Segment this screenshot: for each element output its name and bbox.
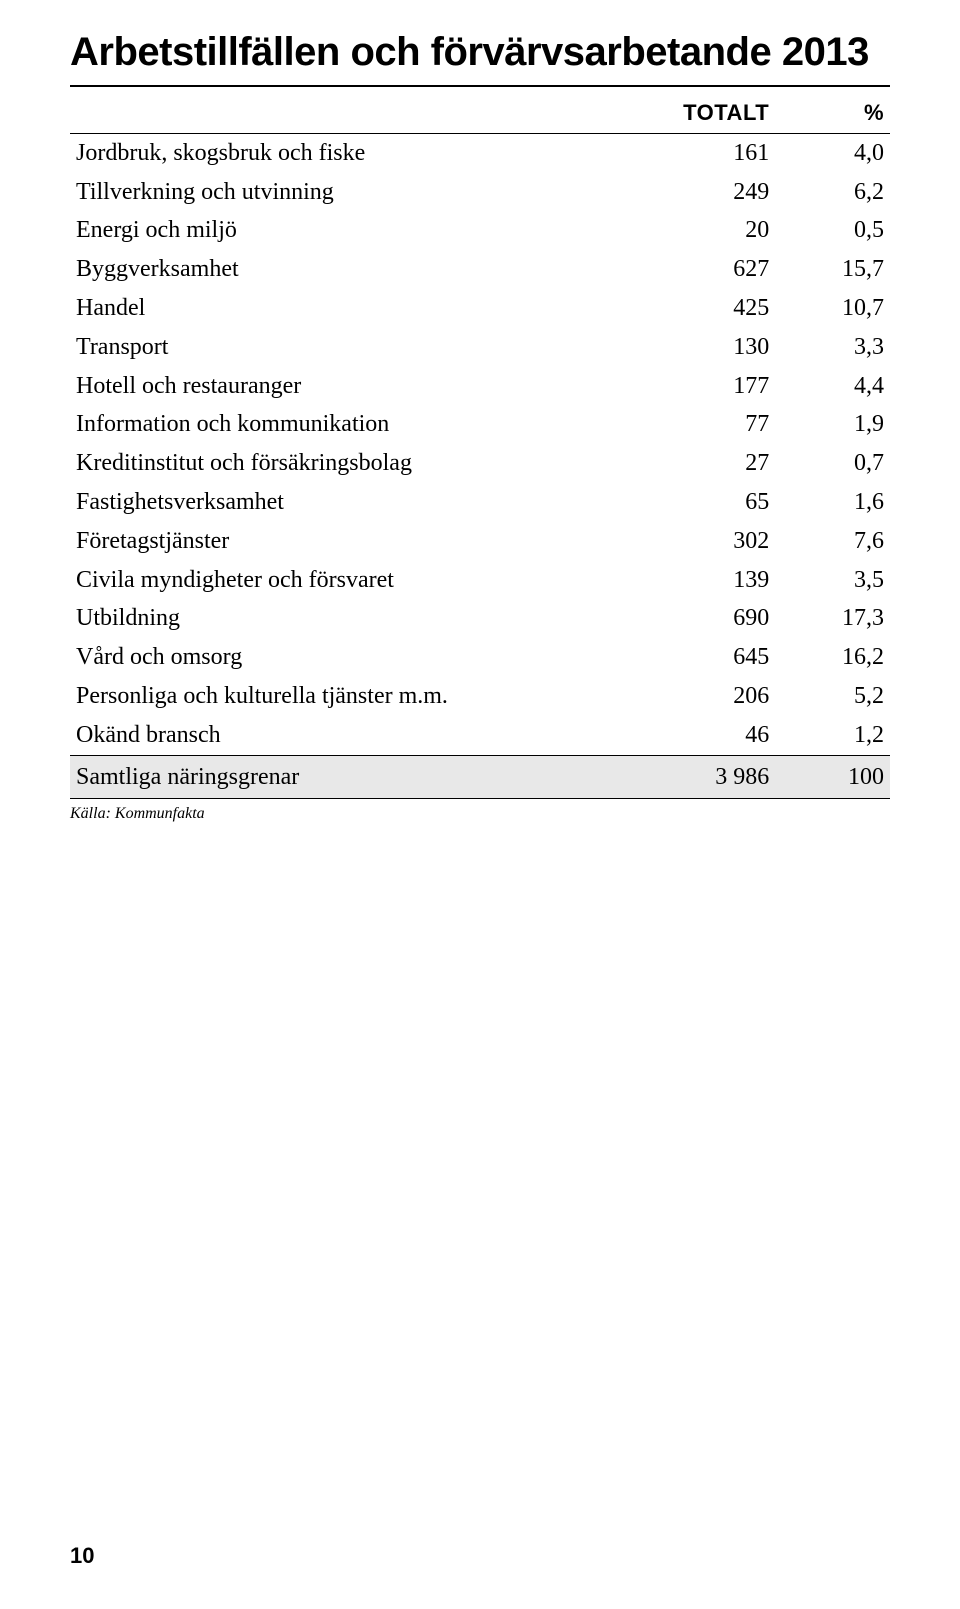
row-label: Okänd bransch [70,716,628,755]
col-header-percent: % [775,93,890,133]
row-percent: 1,2 [775,716,890,755]
table-row: Personliga och kulturella tjänster m.m.2… [70,677,890,716]
table-row: Tillverkning och utvinning2496,2 [70,173,890,212]
table-row: Hotell och restauranger1774,4 [70,367,890,406]
table-row: Utbildning69017,3 [70,599,890,638]
row-label: Information och kommunikation [70,405,628,444]
row-label: Civila myndigheter och försvaret [70,561,628,600]
table-row: Energi och miljö200,5 [70,211,890,250]
row-percent: 0,7 [775,444,890,483]
table-row: Kreditinstitut och försäkringsbolag270,7 [70,444,890,483]
row-label: Tillverkning och utvinning [70,173,628,212]
row-label: Personliga och kulturella tjänster m.m. [70,677,628,716]
row-totalt: 130 [628,328,776,367]
page-title: Arbetstillfällen och förvärvsarbetande 2… [70,30,890,75]
row-totalt: 645 [628,638,776,677]
row-totalt: 627 [628,250,776,289]
row-totalt: 77 [628,405,776,444]
data-table: TOTALT % Jordbruk, skogsbruk och fiske16… [70,93,890,799]
row-label: Byggverksamhet [70,250,628,289]
table-row: Civila myndigheter och försvaret1393,5 [70,561,890,600]
table-row: Handel42510,7 [70,289,890,328]
table-row: Fastighetsverksamhet651,6 [70,483,890,522]
table-body: Jordbruk, skogsbruk och fiske1614,0Tillv… [70,133,890,799]
summary-row: Samtliga näringsgrenar3 986100 [70,755,890,799]
source-note: Källa: Kommunfakta [70,805,890,823]
table-row: Okänd bransch461,2 [70,716,890,755]
row-totalt: 46 [628,716,776,755]
row-label: Vård och omsorg [70,638,628,677]
row-totalt: 139 [628,561,776,600]
table-row: Företagstjänster3027,6 [70,522,890,561]
title-rule [70,85,890,87]
table-row: Transport1303,3 [70,328,890,367]
row-percent: 15,7 [775,250,890,289]
row-label: Fastighetsverksamhet [70,483,628,522]
col-header-label [70,93,628,133]
page: Arbetstillfällen och förvärvsarbetande 2… [0,0,960,1609]
row-percent: 3,3 [775,328,890,367]
row-totalt: 425 [628,289,776,328]
row-totalt: 177 [628,367,776,406]
table-row: Byggverksamhet62715,7 [70,250,890,289]
row-label: Jordbruk, skogsbruk och fiske [70,133,628,172]
row-percent: 0,5 [775,211,890,250]
row-percent: 10,7 [775,289,890,328]
row-label: Transport [70,328,628,367]
row-percent: 17,3 [775,599,890,638]
row-totalt: 249 [628,173,776,212]
summary-label: Samtliga näringsgrenar [70,755,628,799]
row-percent: 1,9 [775,405,890,444]
table-row: Vård och omsorg64516,2 [70,638,890,677]
table-row: Information och kommunikation771,9 [70,405,890,444]
row-totalt: 690 [628,599,776,638]
row-totalt: 65 [628,483,776,522]
row-percent: 5,2 [775,677,890,716]
row-percent: 16,2 [775,638,890,677]
row-label: Utbildning [70,599,628,638]
row-percent: 7,6 [775,522,890,561]
row-percent: 6,2 [775,173,890,212]
row-label: Företagstjänster [70,522,628,561]
row-percent: 4,0 [775,133,890,172]
row-totalt: 20 [628,211,776,250]
summary-percent: 100 [775,755,890,799]
summary-totalt: 3 986 [628,755,776,799]
row-percent: 3,5 [775,561,890,600]
row-totalt: 206 [628,677,776,716]
row-label: Energi och miljö [70,211,628,250]
row-percent: 4,4 [775,367,890,406]
row-percent: 1,6 [775,483,890,522]
row-label: Kreditinstitut och försäkringsbolag [70,444,628,483]
table-head: TOTALT % [70,93,890,133]
row-label: Handel [70,289,628,328]
page-number: 10 [70,1543,94,1569]
row-label: Hotell och restauranger [70,367,628,406]
row-totalt: 302 [628,522,776,561]
row-totalt: 27 [628,444,776,483]
col-header-totalt: TOTALT [628,93,776,133]
table-row: Jordbruk, skogsbruk och fiske1614,0 [70,133,890,172]
row-totalt: 161 [628,133,776,172]
